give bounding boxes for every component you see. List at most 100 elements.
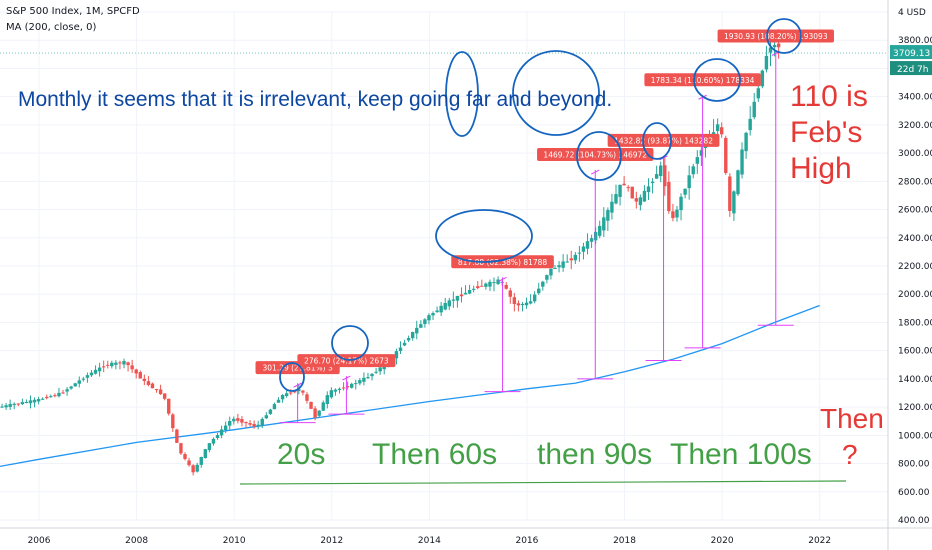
- measure-badge: [717, 29, 834, 43]
- candle-body: [252, 423, 256, 427]
- underline: [239, 480, 847, 485]
- candle-body: [289, 392, 293, 394]
- candle-body: [748, 118, 752, 131]
- candle-body: [89, 372, 94, 376]
- measure-label: 1930.93 (108.20%) 193093: [724, 32, 828, 41]
- candle-body: [431, 313, 435, 316]
- candle-body: [638, 197, 643, 206]
- candle-body: [122, 360, 126, 365]
- candle-body: [711, 132, 716, 135]
- candle-body: [496, 279, 500, 285]
- chart-title: S&P 500 Index, 1M, SPCFD: [6, 6, 140, 17]
- candle-body: [329, 390, 334, 398]
- x-tick-label: 2016: [515, 536, 538, 546]
- candle-body: [240, 419, 244, 423]
- then-text: Then: [820, 403, 884, 434]
- candle-body: [134, 369, 138, 374]
- candle-body: [293, 391, 297, 393]
- candle-body: [341, 387, 346, 389]
- candle-body: [772, 45, 777, 48]
- hand-drawn-circle: [279, 362, 305, 392]
- measure-label: 1783.34 (110.60%) 178334: [651, 76, 755, 85]
- candle-body: [49, 396, 53, 398]
- candle-body: [36, 399, 41, 402]
- candle-body: [32, 399, 37, 403]
- candle-body: [415, 327, 419, 334]
- candle-body: [492, 282, 496, 284]
- candle-body: [439, 305, 443, 313]
- candle-body: [724, 137, 728, 173]
- candle-body: [187, 460, 191, 466]
- candle-body: [691, 166, 695, 175]
- countdown-label: 22d 7h: [897, 65, 928, 75]
- measure-label: 817.88 (62.38%) 81788: [458, 258, 548, 267]
- candle-body: [24, 402, 29, 404]
- candle-body: [561, 261, 565, 268]
- candle-body: [4, 405, 8, 408]
- candle-body: [488, 281, 492, 287]
- candle-body: [467, 289, 472, 294]
- milestone-text: then 90s: [537, 438, 652, 471]
- candle-body: [756, 88, 760, 99]
- feb-high-text: 110 is: [790, 80, 868, 113]
- candle-body: [264, 415, 269, 419]
- candle-body: [553, 267, 557, 269]
- measure-badge: [537, 148, 654, 162]
- measure-badge: [451, 255, 554, 269]
- candle-body: [158, 389, 163, 395]
- y-tick-label: 600.00: [898, 488, 930, 498]
- candle-body: [97, 367, 102, 372]
- candle-body: [406, 338, 411, 341]
- candle-body: [537, 288, 541, 294]
- candle-body: [471, 288, 476, 290]
- hand-drawn-circle: [766, 18, 802, 54]
- candle-body: [325, 395, 330, 405]
- candle-body: [516, 303, 521, 306]
- candle-body: [549, 268, 553, 276]
- y-tick-label: 1600.00: [898, 347, 932, 357]
- candle-body: [650, 181, 655, 184]
- candle-body: [81, 378, 86, 380]
- candle-body: [211, 438, 216, 444]
- candle-body: [520, 303, 525, 306]
- candle-body: [162, 393, 167, 399]
- candle-body: [138, 372, 142, 379]
- candle-body: [687, 175, 691, 189]
- candle-body: [110, 362, 114, 367]
- candle-body: [744, 132, 748, 152]
- measure-label: 1432.82 (93.87%) 143282: [614, 136, 713, 145]
- candle-body: [321, 402, 325, 411]
- candle-body: [528, 301, 533, 304]
- last-price-label: 3709.13: [893, 49, 930, 59]
- candle-body: [610, 201, 614, 213]
- candle-body: [374, 371, 378, 373]
- candle-body: [398, 347, 403, 351]
- candle-body: [350, 383, 354, 388]
- x-tick-label: 2020: [711, 536, 734, 546]
- candle-body: [480, 285, 484, 287]
- y-tick-label: 2200.00: [898, 262, 932, 272]
- candle-body: [362, 377, 366, 382]
- candle-body: [675, 209, 679, 218]
- candle-body: [557, 265, 561, 268]
- note-text: Monthly it seems that it is irrelevant, …: [18, 88, 612, 111]
- x-tick-label: 2012: [320, 536, 343, 546]
- y-tick-label: 2400.00: [898, 234, 932, 244]
- candle-body: [280, 395, 285, 400]
- candle-body: [284, 393, 289, 397]
- hand-drawn-circle: [512, 50, 600, 136]
- candle-body: [532, 294, 537, 302]
- candle-body: [443, 302, 447, 310]
- measure-badge: [644, 73, 761, 87]
- candle-body: [760, 70, 765, 87]
- candle-body: [370, 373, 374, 377]
- candle-body: [101, 366, 106, 368]
- candle-body: [199, 456, 203, 465]
- candle-body: [736, 170, 740, 195]
- candle-body: [77, 380, 81, 384]
- candle-body: [366, 377, 370, 379]
- candle-body: [333, 389, 338, 392]
- y-tick-label: 1800.00: [898, 318, 932, 328]
- candle-body: [106, 364, 110, 366]
